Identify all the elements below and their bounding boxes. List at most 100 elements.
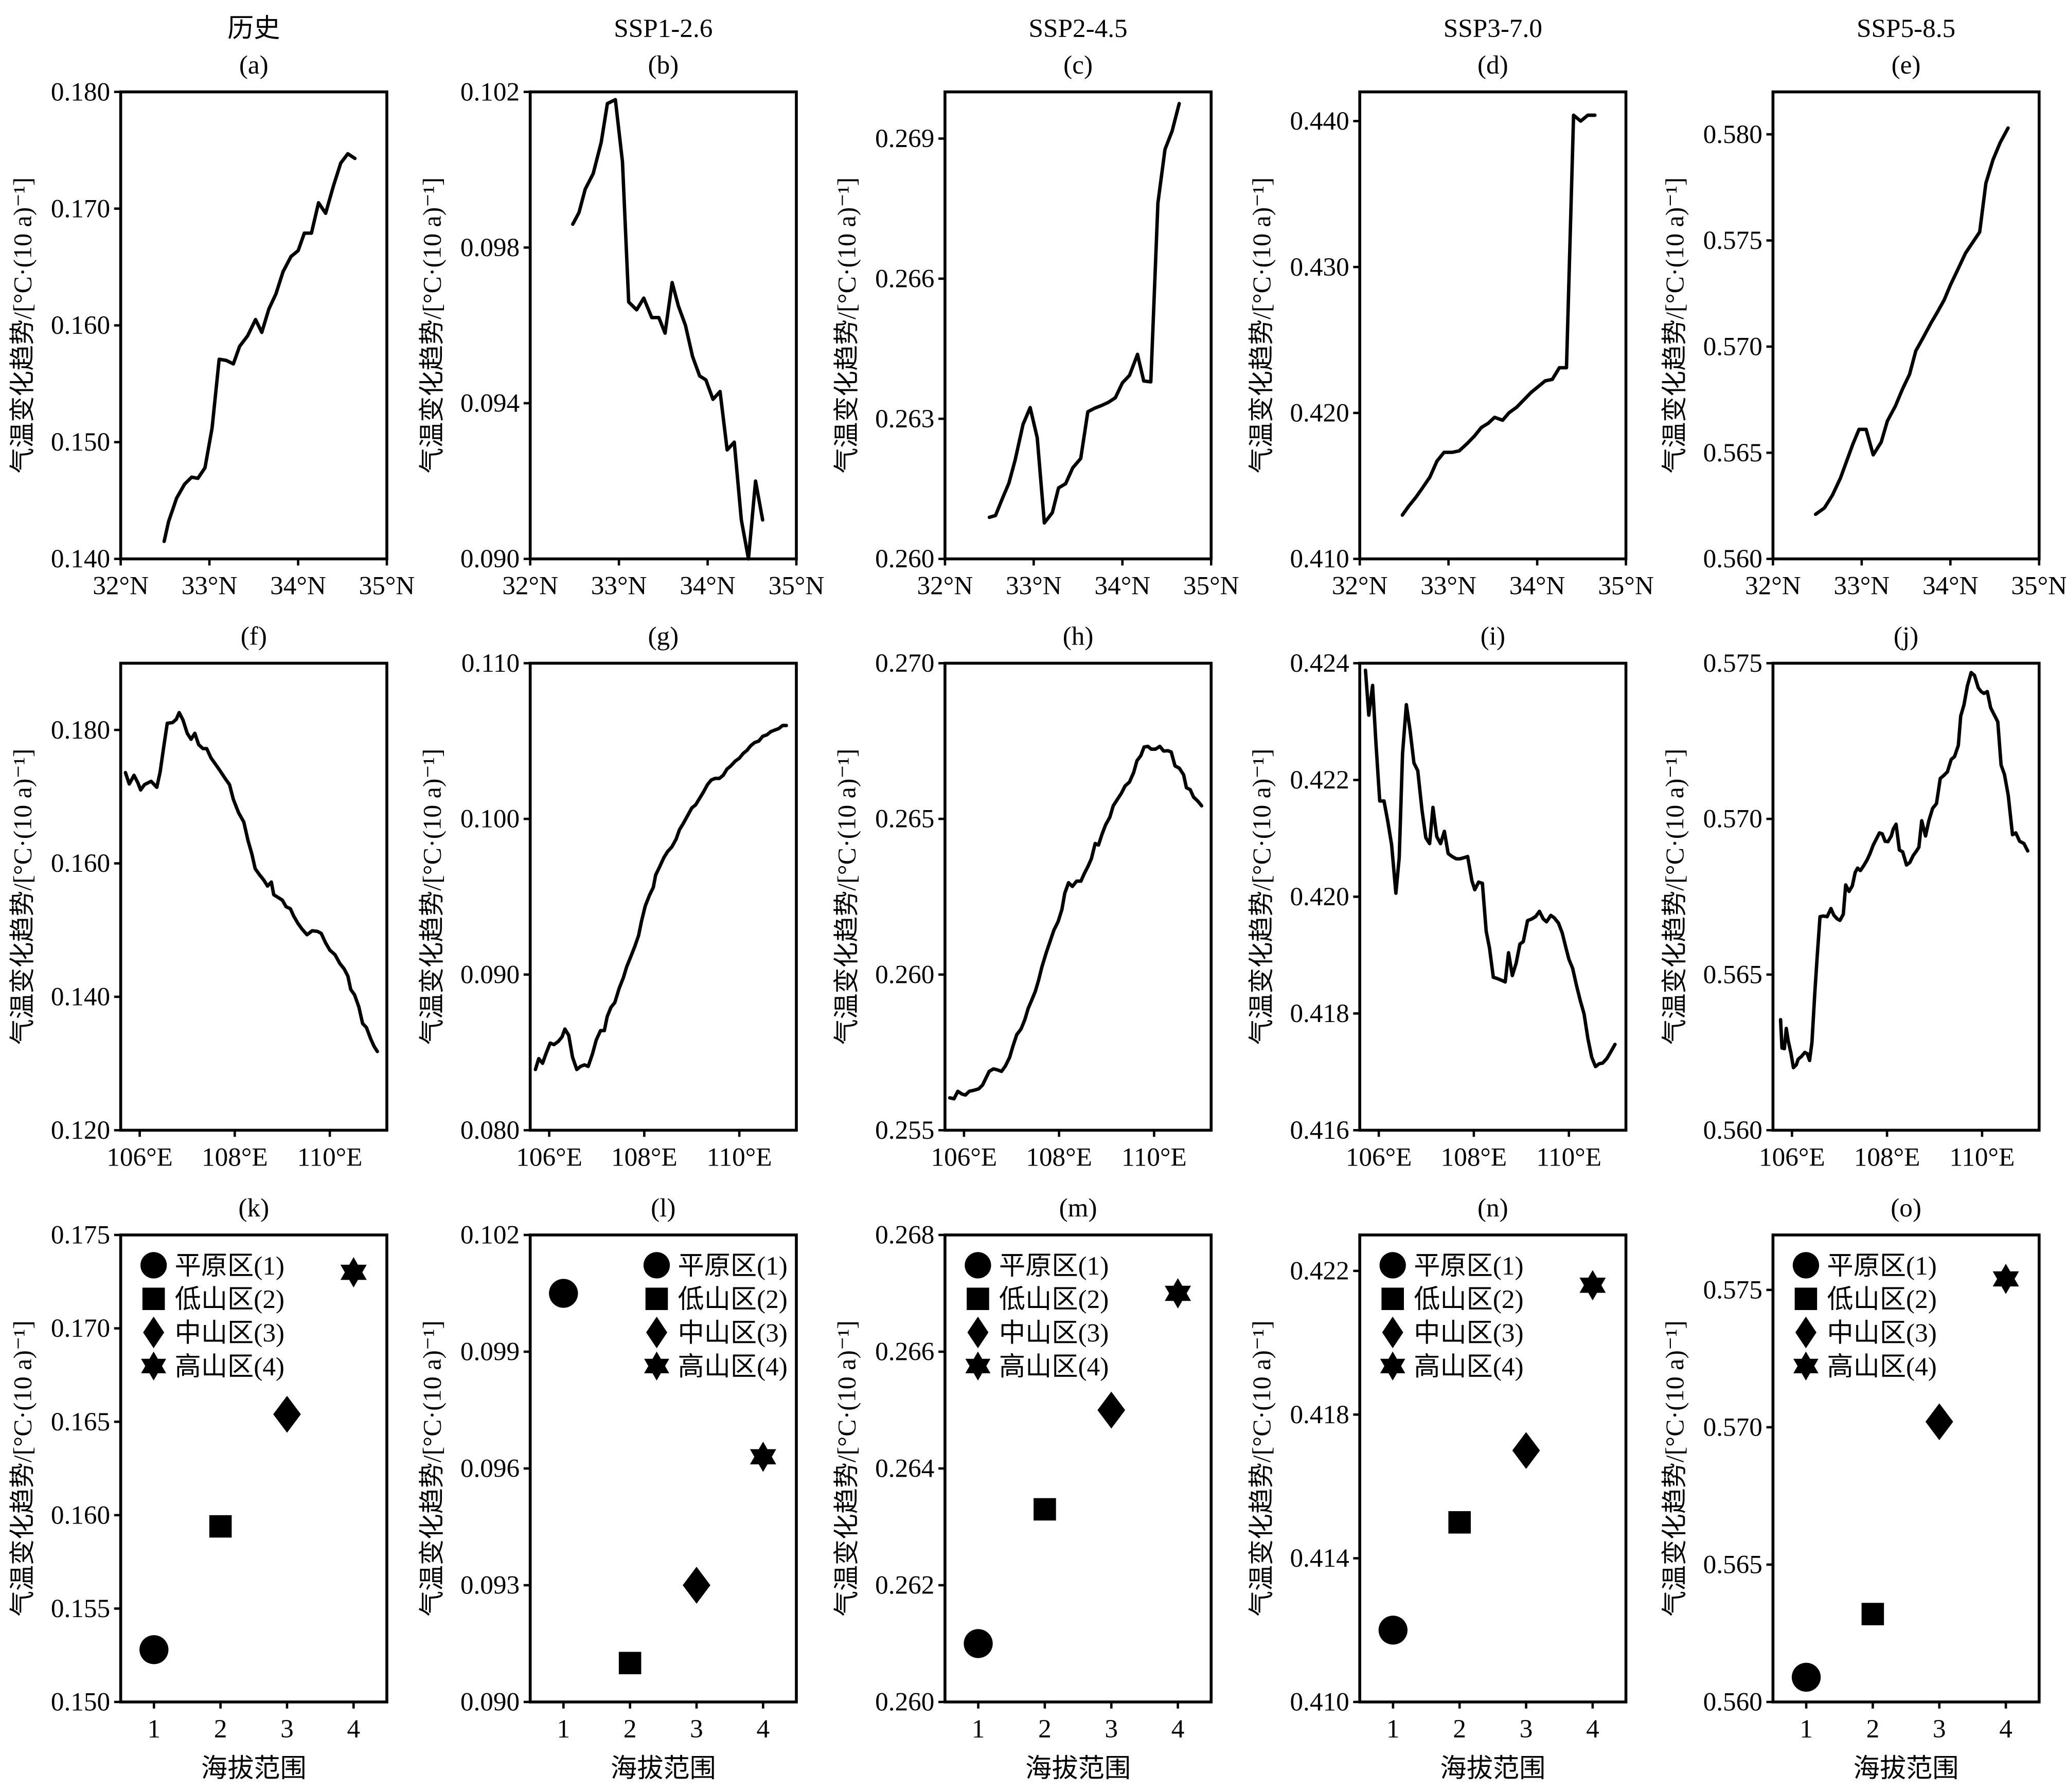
y-axis-label: 气温变化趋势/[°C·(10 a)⁻¹] xyxy=(1660,177,1689,474)
legend-label: 平原区(1) xyxy=(1414,1251,1523,1281)
star-triangle-down xyxy=(1380,1358,1405,1381)
marker-star xyxy=(1380,1351,1405,1381)
y-tick-label: 0.090 xyxy=(460,1688,520,1717)
legend-item: 低山区(2) xyxy=(1381,1285,1524,1314)
x-tick-label: 32°N xyxy=(1745,571,1801,601)
legend-item: 高山区(4) xyxy=(965,1351,1109,1382)
marker-star xyxy=(1793,1351,1819,1381)
scenario-title: 历史 xyxy=(227,14,280,43)
x-tick-label: 106°E xyxy=(106,1143,173,1172)
marker-diamond xyxy=(1382,1316,1403,1349)
y-axis-label: 气温变化趋势/[°C·(10 a)⁻¹] xyxy=(832,177,861,474)
x-tick-label: 3 xyxy=(1933,1714,1946,1744)
marker-square xyxy=(645,1287,668,1310)
panel-label: (i) xyxy=(1481,622,1505,651)
marker-square xyxy=(1861,1603,1884,1625)
y-axis-label: 气温变化趋势/[°C·(10 a)⁻¹] xyxy=(1247,1320,1276,1617)
legend: 平原区(1) 低山区(2) 中山区(3) 高山区(4) xyxy=(643,1251,788,1382)
marker-square xyxy=(1448,1511,1471,1534)
x-tick-label: 33°N xyxy=(591,571,647,601)
x-tick-label: 4 xyxy=(347,1714,361,1744)
panel-label: (l) xyxy=(651,1193,675,1223)
panel-a: (a) 气温变化趋势/[°C·(10 a)⁻¹] 0.140 0.150 0.160 0.… xyxy=(8,50,415,601)
y-tick-label: 0.575 xyxy=(1703,649,1762,678)
y-tick-label: 0.560 xyxy=(1703,1688,1762,1717)
scenario-title: SSP5-8.5 xyxy=(1857,14,1955,43)
y-tick-label: 0.140 xyxy=(51,982,110,1012)
y-tick-label: 0.430 xyxy=(1290,253,1349,282)
x-tick-label: 34°N xyxy=(1509,571,1565,601)
x-tick-label: 3 xyxy=(1105,1714,1118,1744)
x-tick-label: 2 xyxy=(1866,1714,1880,1744)
legend-label: 低山区(2) xyxy=(175,1285,284,1314)
y-axis-label: 气温变化趋势/[°C·(10 a)⁻¹] xyxy=(1247,177,1276,474)
x-tick-label: 1 xyxy=(147,1714,161,1744)
marker-circle xyxy=(1791,1662,1821,1692)
x-tick-label: 33°N xyxy=(1006,571,1062,601)
x-axis-label: 海拔范围 xyxy=(1854,1754,1959,1783)
legend-item: 中山区(3) xyxy=(143,1316,284,1349)
y-tick-label: 0.580 xyxy=(1703,120,1762,149)
marker-square xyxy=(967,1287,989,1310)
scenario-title: SSP1-2.6 xyxy=(614,14,713,43)
marker-circle xyxy=(139,1635,169,1664)
y-tick-label: 0.098 xyxy=(460,233,520,262)
x-tick-label: 34°N xyxy=(270,571,326,601)
y-tick-label: 0.102 xyxy=(460,1221,520,1250)
y-axis-label: 气温变化趋势/[°C·(10 a)⁻¹] xyxy=(417,177,446,474)
x-tick-label: 35°N xyxy=(359,571,415,601)
axes-frame xyxy=(119,90,388,561)
legend-item: 平原区(1) xyxy=(1792,1251,1937,1281)
x-tick-label: 108°E xyxy=(1026,1143,1092,1172)
panel-h: (h) 气温变化趋势/[°C·(10 a)⁻¹] 0.255 0.260 0.265 0.… xyxy=(832,622,1213,1172)
data-line xyxy=(948,744,1204,1101)
y-axis-label: 气温变化趋势/[°C·(10 a)⁻¹] xyxy=(832,748,861,1045)
y-tick-label: 0.575 xyxy=(1703,226,1762,255)
x-tick-label: 4 xyxy=(1999,1714,2012,1744)
axes-frame xyxy=(1771,661,2041,1132)
legend-label: 低山区(2) xyxy=(999,1285,1109,1314)
marker-square xyxy=(142,1287,165,1310)
legend-label: 高山区(4) xyxy=(175,1352,284,1382)
y-tick-label: 0.266 xyxy=(875,1337,934,1367)
marker-circle xyxy=(1378,1616,1408,1645)
y-tick-label: 0.260 xyxy=(875,544,934,574)
panel-k: (k) 气温变化趋势/[°C·(10 a)⁻¹] 0.150 0.155 0.160 0.… xyxy=(8,1193,388,1783)
x-tick-label: 4 xyxy=(1171,1714,1185,1744)
x-tick-label: 33°N xyxy=(182,571,238,601)
panel-label: (f) xyxy=(241,622,267,651)
legend-label: 高山区(4) xyxy=(1414,1352,1523,1382)
x-tick-label: 35°N xyxy=(769,571,825,601)
x-tick-label: 110°E xyxy=(1121,1143,1187,1172)
legend-item: 高山区(4) xyxy=(141,1351,284,1382)
data-line xyxy=(1363,668,1617,1069)
marker-square xyxy=(1381,1287,1404,1310)
panel-label: (o) xyxy=(1891,1193,1921,1223)
y-tick-label: 0.120 xyxy=(51,1116,110,1145)
y-tick-label: 0.560 xyxy=(1703,1116,1762,1145)
y-tick-label: 0.262 xyxy=(875,1571,934,1600)
marker-circle xyxy=(549,1279,578,1308)
axes-frame xyxy=(1771,1233,2041,1704)
y-tick-label: 0.570 xyxy=(1703,332,1762,362)
marker-circle xyxy=(1792,1252,1820,1279)
marker-star xyxy=(750,1441,776,1472)
x-tick-label: 3 xyxy=(690,1714,703,1744)
x-tick-label: 108°E xyxy=(1441,1143,1507,1172)
x-tick-label: 33°N xyxy=(1833,571,1890,601)
legend: 平原区(1) 低山区(2) 中山区(3) 高山区(4) xyxy=(965,1251,1109,1382)
legend-label: 平原区(1) xyxy=(175,1251,284,1281)
panel-label: (k) xyxy=(238,1193,269,1223)
x-tick-label: 33°N xyxy=(1420,571,1476,601)
legend-item: 中山区(3) xyxy=(967,1316,1109,1349)
marker-square xyxy=(209,1515,232,1538)
legend-label: 平原区(1) xyxy=(678,1251,787,1281)
y-tick-label: 0.418 xyxy=(1290,1400,1349,1429)
marker-diamond xyxy=(143,1316,165,1349)
legend-item: 低山区(2) xyxy=(645,1285,788,1314)
legend-label: 低山区(2) xyxy=(678,1285,787,1314)
panel-label: (a) xyxy=(239,50,269,80)
marker-diamond xyxy=(1795,1316,1816,1349)
x-tick-label: 1 xyxy=(1386,1714,1400,1744)
x-tick-label: 34°N xyxy=(1094,571,1150,601)
